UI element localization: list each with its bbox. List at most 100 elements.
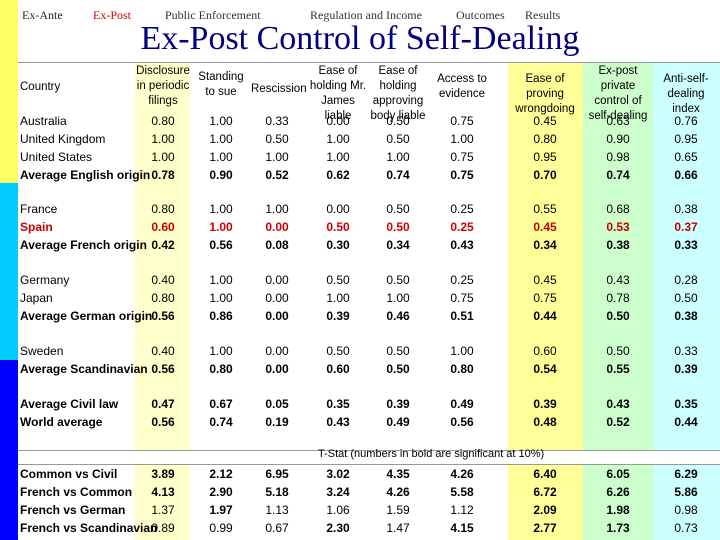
row-label: Spain xyxy=(20,220,53,234)
value-cell: 1.06 xyxy=(326,503,350,517)
value-cell: 6.05 xyxy=(606,467,630,481)
value-cell: 1.00 xyxy=(450,132,474,146)
value-cell: 1.00 xyxy=(151,132,175,146)
nav-results[interactable]: Results xyxy=(525,8,561,22)
value-cell: 0.37 xyxy=(674,220,698,234)
nav-regulation-income[interactable]: Regulation and Income xyxy=(310,8,422,22)
value-cell: 0.50 xyxy=(386,202,410,216)
value-cell: 0.53 xyxy=(606,220,630,234)
value-cell: 0.70 xyxy=(533,168,557,182)
value-cell: 3.24 xyxy=(326,485,350,499)
value-cell: 0.30 xyxy=(326,238,350,252)
nav-outcomes[interactable]: Outcomes xyxy=(456,8,505,22)
value-cell: 0.50 xyxy=(606,344,630,358)
tstat-caption: T-Stat (numbers in bold are significant … xyxy=(318,448,545,460)
row-label: Australia xyxy=(20,114,67,128)
row-label: Germany xyxy=(20,273,70,287)
value-cell: 1.59 xyxy=(386,503,410,517)
value-cell: 0.40 xyxy=(151,344,175,358)
value-cell: 0.43 xyxy=(450,238,474,252)
value-cell: 5.86 xyxy=(674,485,698,499)
value-cell: 6.26 xyxy=(606,485,630,499)
value-cell: 3.02 xyxy=(326,467,350,481)
value-cell: 0.50 xyxy=(386,132,410,146)
value-cell: 0.46 xyxy=(386,309,410,323)
value-cell: 6.72 xyxy=(533,485,557,499)
table-row: French vs Common 4.13 2.90 5.18 3.24 4.26 5.58… xyxy=(18,485,720,503)
nav-ex-ante[interactable]: Ex-Ante xyxy=(22,8,63,22)
value-cell: 0.48 xyxy=(533,415,557,429)
value-cell: 0.56 xyxy=(151,415,175,429)
value-cell: 0.98 xyxy=(674,503,698,517)
value-cell: 0.33 xyxy=(265,114,289,128)
row-label: French vs Common xyxy=(20,485,133,499)
row-label: French vs German xyxy=(20,503,126,517)
value-cell: 0.42 xyxy=(151,238,175,252)
value-cell: 2.90 xyxy=(209,485,233,499)
value-cell: 0.95 xyxy=(674,132,698,146)
table-row: Germany 0.40 1.00 0.00 0.50 0.50 0.25 0.45 0.43 0… xyxy=(18,273,720,291)
highlight-tstat-disclosure xyxy=(135,465,190,540)
value-cell: 0.25 xyxy=(450,220,474,234)
value-cell: 0.00 xyxy=(326,114,350,128)
value-cell: 0.39 xyxy=(533,397,557,411)
value-cell: 0.00 xyxy=(265,362,289,376)
value-cell: 0.65 xyxy=(674,150,698,164)
value-cell: 0.78 xyxy=(606,291,630,305)
value-cell: 0.55 xyxy=(606,362,630,376)
row-label: Average English origin xyxy=(20,168,151,182)
highlight-expost xyxy=(583,62,653,450)
value-cell: 0.33 xyxy=(674,344,698,358)
row-label: Sweden xyxy=(20,344,64,358)
value-cell: 0.62 xyxy=(326,168,350,182)
value-cell: 1.00 xyxy=(209,220,233,234)
nav-ex-post[interactable]: Ex-Post xyxy=(93,8,132,22)
row-label: United States xyxy=(20,150,93,164)
value-cell: 0.49 xyxy=(386,415,410,429)
value-cell: 0.63 xyxy=(606,114,630,128)
value-cell: 0.99 xyxy=(209,521,233,535)
value-cell: 0.50 xyxy=(326,344,350,358)
value-cell: 0.54 xyxy=(533,362,557,376)
value-cell: 0.50 xyxy=(386,362,410,376)
value-cell: 0.43 xyxy=(606,397,630,411)
value-cell: 0.90 xyxy=(209,168,233,182)
tstat-rule-top xyxy=(18,450,720,451)
table-row: Average German origin 0.56 0.86 0.00 0.39 0.4… xyxy=(18,309,720,327)
header-cell: Anti-self-dealing index xyxy=(663,73,709,115)
value-cell: 1.37 xyxy=(151,503,175,517)
value-cell: 5.18 xyxy=(265,485,289,499)
value-cell: 1.00 xyxy=(265,150,289,164)
value-cell: 0.28 xyxy=(674,273,698,287)
value-cell: 0.56 xyxy=(450,415,474,429)
highlight-disclosure xyxy=(135,62,190,450)
value-cell: 0.40 xyxy=(151,273,175,287)
table-row: Spain 0.60 1.00 0.00 0.50 0.50 0.25 0.45 0.53 0.3… xyxy=(18,220,720,238)
highlight-tstat-index xyxy=(653,465,720,540)
value-cell: 1.00 xyxy=(151,150,175,164)
value-cell: 4.15 xyxy=(450,521,474,535)
value-cell: 0.55 xyxy=(533,202,557,216)
value-cell: 2.09 xyxy=(533,503,557,517)
value-cell: 0.51 xyxy=(450,309,474,323)
highlight-proving xyxy=(508,62,583,450)
value-cell: 0.60 xyxy=(533,344,557,358)
value-cell: 0.50 xyxy=(606,309,630,323)
value-cell: 0.44 xyxy=(674,415,698,429)
value-cell: 0.39 xyxy=(386,397,410,411)
value-cell: 0.47 xyxy=(151,397,175,411)
value-cell: 1.00 xyxy=(326,291,350,305)
table-row: French vs German 1.37 1.97 1.13 1.06 1.59 1.12… xyxy=(18,503,720,521)
value-cell: 0.35 xyxy=(674,397,698,411)
value-cell: 2.77 xyxy=(533,521,557,535)
nav-public-enforcement[interactable]: Public Enforcement xyxy=(165,8,261,22)
accent-blue xyxy=(0,360,18,540)
value-cell: 0.75 xyxy=(450,114,474,128)
table-row: French vs Scandinavian 0.89 0.99 0.67 2.30 1.… xyxy=(18,521,720,539)
value-cell: 4.35 xyxy=(386,467,410,481)
value-cell: 4.13 xyxy=(151,485,175,499)
value-cell: 0.50 xyxy=(265,132,289,146)
value-cell: 0.60 xyxy=(326,362,350,376)
value-cell: 0.45 xyxy=(533,220,557,234)
value-cell: 4.26 xyxy=(450,467,474,481)
